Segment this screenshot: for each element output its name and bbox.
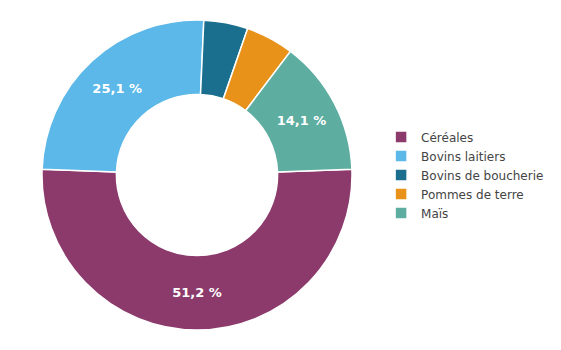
svg-text:Bovins de boucherie: Bovins de boucherie <box>421 169 543 183</box>
svg-text:Maïs: Maïs <box>421 207 448 221</box>
svg-text:51,2 %: 51,2 % <box>172 285 222 300</box>
svg-text:Pommes de terre: Pommes de terre <box>421 188 524 202</box>
svg-text:Céréales: Céréales <box>421 131 473 145</box>
svg-text:14,1 %: 14,1 % <box>277 113 327 128</box>
svg-text:Bovins laitiers: Bovins laitiers <box>421 150 505 164</box>
svg-text:25,1 %: 25,1 % <box>92 81 142 96</box>
